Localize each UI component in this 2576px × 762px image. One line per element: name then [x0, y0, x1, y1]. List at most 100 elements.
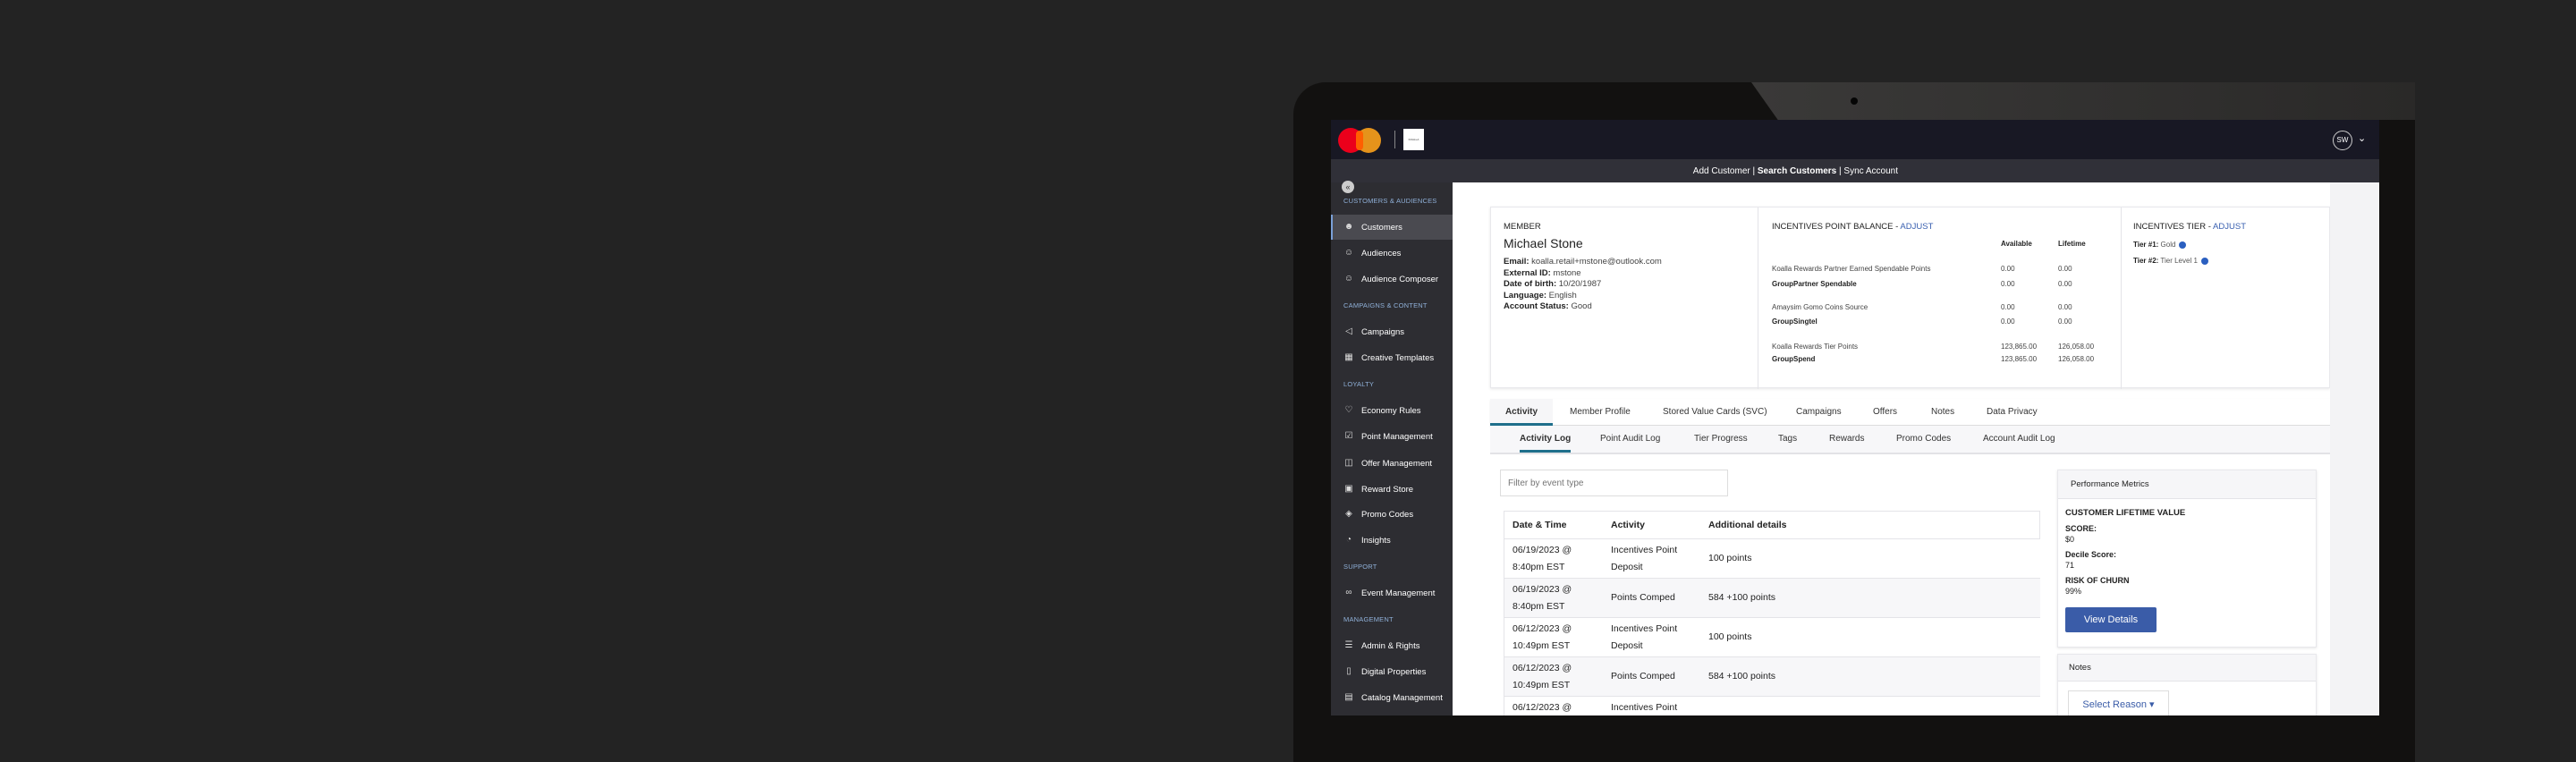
- subtab-rewards[interactable]: Rewards: [1829, 434, 1865, 444]
- tab-campaigns[interactable]: Campaigns: [1796, 407, 1842, 417]
- field-value: mstone: [1550, 267, 1581, 278]
- template-icon: ▦: [1344, 352, 1353, 362]
- field-value: koalla.retail+mstone@outlook.com: [1529, 257, 1662, 267]
- sidebar-item-campaigns[interactable]: ◁ Campaigns: [1331, 319, 1453, 344]
- sidebar-item-audience-composer[interactable]: ☺ Audience Composer: [1331, 267, 1453, 292]
- sidebar-item-label: Economy Rules: [1361, 405, 1421, 416]
- shopping-bag-icon: ▣: [1344, 484, 1353, 494]
- page-scrollbar-track[interactable]: [2330, 182, 2379, 715]
- pie-chart-icon: ◔: [1345, 535, 1352, 545]
- churn-label: RISK OF CHURN: [2065, 576, 2130, 585]
- laptop-lid-reflection: [1751, 82, 2415, 120]
- sidebar-item-creative-templates[interactable]: ▦ Creative Templates: [1331, 345, 1453, 370]
- search-customers-link[interactable]: Search Customers: [1757, 166, 1837, 176]
- score-value: $0: [2065, 535, 2075, 544]
- activity-table: Date & Time Activity Additional details 06/…: [1504, 511, 2040, 715]
- sidebar-section-heading: LOYALTY: [1343, 380, 1375, 388]
- adjust-tier-link[interactable]: ADJUST: [2213, 222, 2246, 232]
- sidebar-item-event-management[interactable]: ∞ Event Management: [1331, 580, 1453, 605]
- decile-value: 71: [2065, 561, 2075, 570]
- table-row[interactable]: 06/19/2023 @ 8:40pm EST Points Comped 584 +…: [1504, 578, 2040, 617]
- subtab-tags[interactable]: Tags: [1778, 434, 1798, 444]
- tab-notes[interactable]: Notes: [1931, 407, 1955, 417]
- cell-date: 06/19/2023 @: [1513, 584, 1572, 595]
- sidebar-item-label: Customers: [1361, 222, 1402, 233]
- subtab-promo-codes[interactable]: Promo Codes: [1896, 434, 1952, 444]
- users-icon: ☺: [1343, 248, 1354, 258]
- user-icon: ☻: [1343, 222, 1354, 232]
- column-header: Additional details: [1708, 520, 1787, 530]
- cell-time: 8:40pm EST: [1513, 562, 1565, 572]
- tab-offers[interactable]: Offers: [1873, 407, 1898, 417]
- avatar[interactable]: SW: [2333, 131, 2352, 150]
- sidebar-item-digital-properties[interactable]: ▯ Digital Properties: [1331, 659, 1453, 684]
- sidebar-item-audiences[interactable]: ☺ Audiences: [1331, 241, 1453, 266]
- table-header: Date & Time Activity Additional details: [1504, 512, 2040, 538]
- balance-available: 123,865.00: [2001, 355, 2038, 363]
- sidebar-item-insights[interactable]: ◔ Insights: [1331, 528, 1453, 553]
- field-value: English: [1546, 290, 1577, 301]
- table-row[interactable]: 06/12/2023 @ Incentives Point: [1504, 696, 2040, 715]
- heart-icon: ♡: [1344, 405, 1353, 415]
- cell-time: 10:49pm EST: [1513, 640, 1571, 651]
- sidebar-item-offer-management[interactable]: ◫ Offer Management: [1331, 451, 1453, 476]
- sliders-icon: ☰: [1344, 640, 1353, 650]
- member-heading: MEMBER: [1504, 222, 1541, 232]
- table-row[interactable]: 06/12/2023 @ 10:49pm EST Points Comped 584 …: [1504, 656, 2040, 696]
- view-details-button[interactable]: View Details: [2065, 607, 2157, 632]
- collapse-sidebar-icon[interactable]: «: [1342, 181, 1354, 193]
- subtab-bar: Activity Log Point Audit Log Tier Progress…: [1490, 426, 2330, 454]
- chevron-down-icon[interactable]: ⌄: [2358, 133, 2367, 144]
- sidebar-section-heading: MANAGEMENT: [1343, 615, 1394, 623]
- book-icon: ▤: [1344, 692, 1353, 702]
- sidebar-item-label: Promo Codes: [1361, 509, 1414, 520]
- caret-down-icon: ▾: [2149, 699, 2155, 710]
- cell-activity-2: Deposit: [1611, 562, 1643, 572]
- filter-event-type-input[interactable]: [1500, 470, 1728, 496]
- sidebar-item-reward-store[interactable]: ▣ Reward Store: [1331, 477, 1453, 502]
- cell-time: 8:40pm EST: [1513, 601, 1565, 612]
- tab-data-privacy[interactable]: Data Privacy: [1987, 407, 2038, 417]
- table-row[interactable]: 06/19/2023 @ 8:40pm EST Incentives Point De…: [1504, 538, 2040, 578]
- cell-time: 10:49pm EST: [1513, 680, 1571, 690]
- member-name: Michael Stone: [1504, 236, 1583, 250]
- sidebar-item-admin-rights[interactable]: ☰ Admin & Rights: [1331, 633, 1453, 658]
- client-logo: KOALLA: [1403, 129, 1424, 150]
- webcam: [1851, 97, 1858, 105]
- tab-activity[interactable]: Activity: [1490, 399, 1553, 426]
- subtab-point-audit-log[interactable]: Point Audit Log: [1600, 434, 1661, 444]
- field-value: 10/20/1987: [1556, 279, 1602, 289]
- subtab-activity-log[interactable]: Activity Log: [1520, 426, 1572, 453]
- adjust-balance-link[interactable]: ADJUST: [1900, 222, 1934, 232]
- balance-label: Koalla Rewards Tier Points: [1772, 343, 1859, 351]
- balance-lifetime: 0.00: [2058, 280, 2072, 288]
- add-customer-link[interactable]: Add Customer: [1692, 166, 1750, 176]
- table-row[interactable]: 06/12/2023 @ 10:49pm EST Incentives Point D…: [1504, 617, 2040, 656]
- sidebar-item-promo-codes[interactable]: ◈ Promo Codes: [1331, 502, 1453, 527]
- balance-label: GroupSingtel: [1772, 318, 1818, 326]
- cell-details: 584 +100 points: [1708, 671, 1776, 682]
- link-icon: ∞: [1345, 588, 1352, 597]
- select-reason-dropdown[interactable]: Select Reason ▾: [2068, 690, 2169, 715]
- tier-row: Tier #1: Gold: [2133, 241, 2187, 249]
- member-field: Account Status: Good: [1504, 301, 1662, 313]
- sidebar-item-economy-rules[interactable]: ♡ Economy Rules: [1331, 398, 1453, 423]
- sidebar-item-label: Creative Templates: [1361, 352, 1435, 363]
- sidebar-item-label: Event Management: [1361, 588, 1436, 598]
- member-summary-card: MEMBER Michael Stone Email: koalla.retai…: [1490, 207, 2330, 389]
- sidebar-item-point-management[interactable]: ☑ Point Management: [1331, 424, 1453, 449]
- subtab-account-audit-log[interactable]: Account Audit Log: [1983, 434, 2055, 444]
- balance-label: Amaysim Gomo Coins Source: [1772, 303, 1868, 311]
- balance-lifetime: 126,058.00: [2058, 343, 2095, 351]
- sync-account-link[interactable]: Sync Account: [1843, 166, 1898, 176]
- info-icon[interactable]: [2179, 241, 2187, 249]
- tab-member-profile[interactable]: Member Profile: [1570, 407, 1631, 417]
- tab-stored-value-cards-svc-[interactable]: Stored Value Cards (SVC): [1663, 407, 1767, 417]
- sidebar-item-label: Offer Management: [1361, 458, 1433, 469]
- subtab-tier-progress[interactable]: Tier Progress: [1694, 434, 1748, 444]
- cell-date: 06/19/2023 @: [1513, 545, 1572, 555]
- sidebar-item-label: Reward Store: [1361, 484, 1414, 495]
- sidebar-item-catalog-management[interactable]: ▤ Catalog Management: [1331, 685, 1453, 710]
- sidebar-item-customers[interactable]: ☻ Customers: [1331, 215, 1453, 240]
- info-icon[interactable]: [2200, 257, 2208, 265]
